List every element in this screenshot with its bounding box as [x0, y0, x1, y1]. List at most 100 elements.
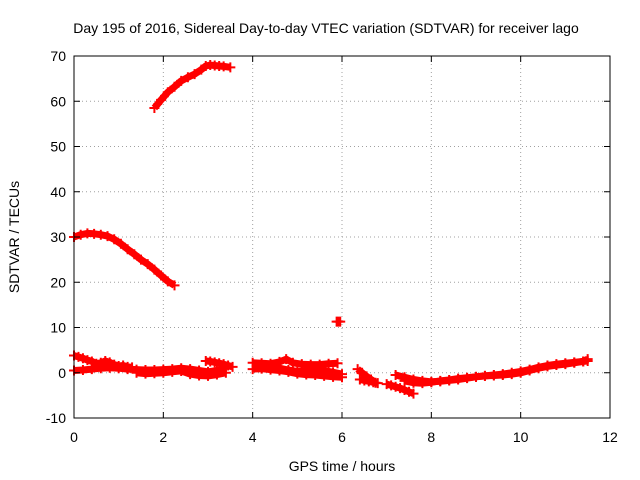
data-point	[194, 370, 205, 381]
data-point	[408, 388, 419, 399]
data-point	[140, 368, 151, 379]
data-point	[386, 380, 397, 391]
data-point	[203, 370, 213, 381]
y-tick-label: 0	[58, 365, 66, 381]
x-tick-label: 6	[338, 429, 346, 445]
x-tick-label: 2	[159, 429, 167, 445]
series-arc-10	[256, 360, 347, 380]
data-point	[328, 367, 339, 378]
data-point	[281, 354, 292, 365]
data-point	[310, 365, 321, 376]
data-point	[471, 371, 481, 382]
series-arc-3	[331, 316, 346, 327]
data-point	[296, 359, 307, 370]
data-point	[444, 374, 455, 385]
data-point	[149, 264, 160, 275]
data-point	[292, 366, 303, 377]
x-tick-label: 4	[249, 429, 257, 445]
data-point	[301, 365, 312, 376]
data-point	[142, 259, 153, 270]
data-point	[515, 367, 526, 378]
data-point	[551, 360, 562, 371]
data-point	[479, 370, 490, 381]
data-point	[156, 94, 167, 105]
series-arc-13	[381, 379, 419, 399]
series-arc-1	[149, 60, 236, 114]
data-point	[283, 365, 294, 376]
data-point	[408, 377, 419, 388]
data-point	[578, 356, 589, 367]
data-point	[129, 249, 140, 260]
y-tick-label: 20	[50, 274, 66, 290]
data-point	[533, 363, 544, 374]
data-point	[220, 367, 231, 378]
data-point	[227, 361, 238, 372]
data-point	[176, 365, 187, 376]
data-point	[122, 364, 133, 375]
data-point	[86, 364, 97, 375]
series-arc-15	[399, 354, 593, 389]
data-point	[404, 386, 414, 397]
data-point	[274, 363, 285, 374]
y-tick-label: 10	[50, 320, 66, 336]
data-point	[569, 357, 580, 368]
data-point	[95, 229, 106, 240]
data-point	[169, 81, 180, 92]
data-point	[542, 361, 553, 372]
data-point	[524, 365, 535, 376]
data-point	[73, 351, 84, 362]
y-tick-label: 40	[50, 184, 66, 200]
data-point	[497, 370, 508, 381]
chart-title: Day 195 of 2016, Sidereal Day-to-day VTE…	[73, 20, 579, 36]
data-point	[95, 363, 106, 374]
data-point	[176, 75, 187, 86]
data-point	[426, 377, 437, 388]
data-point	[390, 381, 401, 392]
data-point	[390, 370, 401, 381]
data-point	[256, 360, 267, 371]
data-point	[182, 72, 193, 83]
data-point	[335, 316, 346, 327]
data-point	[131, 367, 142, 378]
data-point	[225, 62, 236, 73]
data-point	[75, 229, 86, 240]
data-point	[185, 369, 196, 380]
data-point	[372, 378, 383, 389]
y-tick-label: 50	[50, 139, 66, 155]
data-point	[265, 361, 276, 372]
data-point	[113, 363, 124, 374]
x-tick-label: 8	[427, 429, 435, 445]
data-point	[167, 366, 178, 377]
y-tick-label: 70	[50, 48, 66, 64]
data-point	[100, 355, 111, 366]
data-point	[122, 244, 133, 255]
x-tick-label: 10	[513, 429, 529, 445]
data-point	[381, 379, 392, 390]
data-point	[435, 375, 446, 386]
data-point	[337, 369, 347, 380]
data-point	[488, 370, 499, 381]
data-point	[82, 355, 93, 366]
data-point	[399, 375, 410, 386]
series-arc-2	[69, 228, 180, 291]
data-point	[162, 87, 173, 98]
data-point	[247, 364, 258, 375]
data-point	[169, 280, 180, 291]
y-axis-label: SDTVAR / TECUs	[6, 181, 22, 293]
data-point	[102, 231, 113, 242]
data-point	[453, 373, 464, 384]
data-point	[332, 358, 343, 369]
data-point	[77, 365, 88, 376]
data-point	[211, 369, 222, 380]
data-point	[158, 367, 169, 378]
data-point	[319, 365, 330, 376]
y-tick-label: -10	[46, 410, 66, 426]
x-tick-label: 12	[602, 429, 618, 445]
data-points	[69, 60, 593, 399]
data-point	[399, 384, 410, 395]
data-point	[417, 378, 428, 389]
data-point	[104, 362, 115, 373]
